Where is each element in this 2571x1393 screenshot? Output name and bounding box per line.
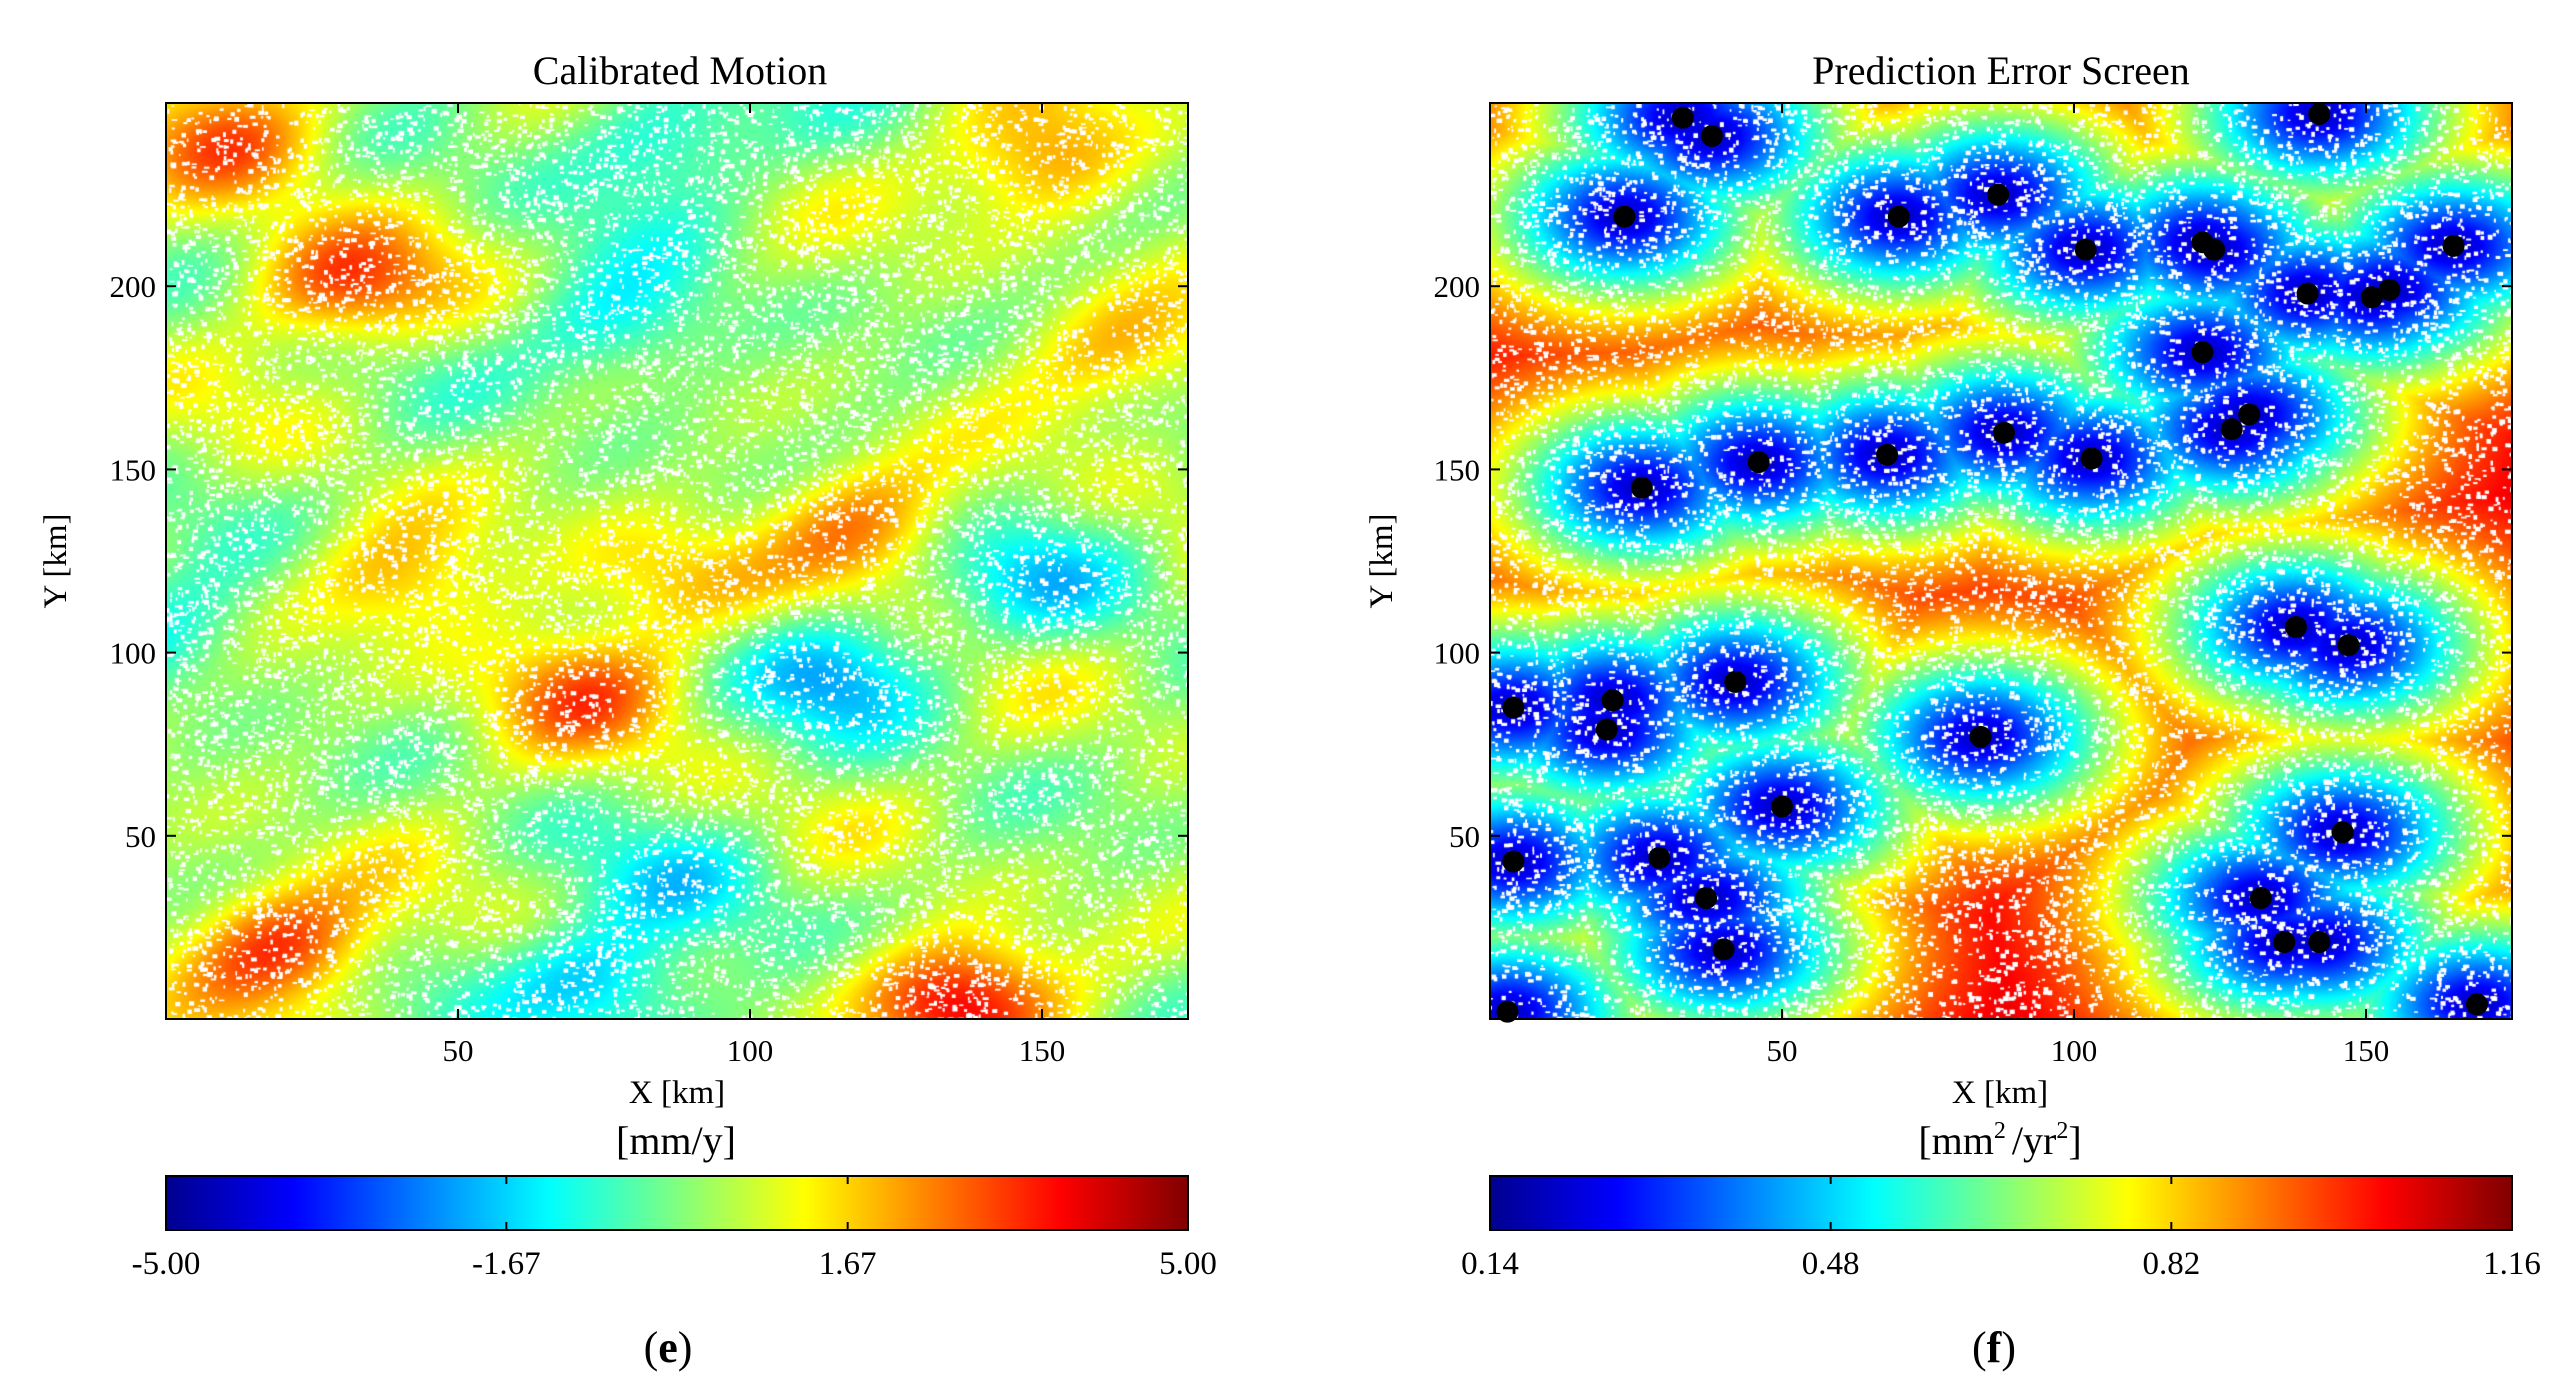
panel-letter: e — [658, 1323, 678, 1372]
y-tick-label: 150 — [110, 452, 157, 487]
heatmap-image — [166, 103, 1188, 1019]
station-point — [1887, 205, 1910, 228]
station-points — [1496, 102, 2488, 1023]
y-tick-label: 100 — [1434, 636, 1481, 671]
unit-superscript: 2 — [2056, 1118, 2068, 1144]
station-point — [1630, 476, 1653, 499]
unit-part: /yr — [2012, 1118, 2056, 1163]
station-point — [1987, 183, 2010, 206]
x-axis-label: X [km] — [1952, 1075, 2048, 1111]
station-point — [2331, 821, 2354, 844]
colorbar-tick-label: -1.67 — [472, 1246, 541, 1282]
x-tick-label: 50 — [443, 1033, 474, 1068]
station-point — [2284, 615, 2307, 638]
x-tick-label: 100 — [727, 1033, 774, 1068]
x-tick-label: 100 — [2051, 1033, 2098, 1068]
y-tick-label: 200 — [1434, 269, 1481, 304]
station-point — [1700, 124, 1723, 147]
station-point — [2074, 238, 2097, 261]
plot-frame — [165, 102, 1189, 1020]
axis-ticks: 50 100 150 50 100 150 200 — [1434, 103, 2512, 1068]
station-point — [1502, 850, 1525, 873]
colorbar-ticks: 0.14 0.48 0.82 1.16 — [1461, 1176, 2541, 1282]
axis-ticks: 50 100 150 50 100 150 200 — [110, 103, 1188, 1068]
unit-superscript: 2 — [1994, 1118, 2006, 1144]
chart-title: Prediction Error Screen — [1812, 48, 2190, 93]
colorbar — [1489, 1175, 2513, 1231]
colorbar-tick-label: -5.00 — [132, 1246, 201, 1282]
x-tick-label: 150 — [2343, 1033, 2390, 1068]
y-tick-label: 200 — [110, 269, 157, 304]
colorbar-tick-label: 1.16 — [2483, 1246, 2541, 1282]
station-point — [1601, 689, 1624, 712]
station-point — [2378, 278, 2401, 301]
station-point — [2296, 282, 2319, 305]
station-point — [2203, 238, 2226, 261]
y-axis-label: Y [km] — [38, 513, 74, 608]
station-point — [1613, 205, 1636, 228]
colorbar-tick-label: 0.82 — [2142, 1246, 2200, 1282]
station-point — [1992, 421, 2015, 444]
y-tick-label: 50 — [125, 819, 156, 854]
station-point — [1648, 846, 1671, 869]
station-point — [2360, 286, 2383, 309]
panel-e: Calibrated Motion 50 100 150 50 100 150 200 X … — [38, 48, 1217, 1372]
x-axis-label: X [km] — [629, 1075, 725, 1111]
panel-letter: f — [1987, 1323, 2003, 1372]
station-point — [2308, 102, 2331, 125]
unit-part: ] — [2068, 1118, 2081, 1163]
station-point — [2465, 993, 2488, 1016]
colorbar — [165, 1175, 1189, 1231]
station-point — [1712, 938, 1735, 961]
station-point — [2337, 634, 2360, 657]
station-point — [1876, 443, 1899, 466]
panel-f: Prediction Error Screen 50 100 150 50 100 150… — [1364, 48, 2541, 1372]
colorbar-tick-label: 0.14 — [1461, 1246, 1519, 1282]
colorbar-tick-label: 0.48 — [1802, 1246, 1860, 1282]
plot-frame — [1489, 102, 2513, 1020]
station-point — [1502, 696, 1525, 719]
colorbar-unit-label: [mm2/yr2] — [1918, 1118, 2081, 1163]
station-point — [1671, 106, 1694, 129]
station-point — [1724, 670, 1747, 693]
colorbar-ticks: -5.00 -1.67 1.67 5.00 — [132, 1176, 1217, 1282]
station-point — [1496, 1000, 1519, 1023]
colorbar-tick-label: 5.00 — [1159, 1246, 1217, 1282]
station-point — [2238, 403, 2261, 426]
colorbar-unit-label: [mm/y] — [616, 1118, 736, 1163]
station-point — [1969, 725, 1992, 748]
station-point — [2191, 341, 2214, 364]
y-tick-label: 50 — [1449, 819, 1480, 854]
station-point — [1747, 451, 1770, 474]
station-point — [1771, 795, 1793, 818]
station-point — [2080, 447, 2103, 470]
unit-part: [mm — [1918, 1118, 1994, 1163]
chart-title: Calibrated Motion — [533, 48, 827, 93]
y-tick-label: 100 — [110, 636, 157, 671]
x-tick-label: 150 — [1019, 1033, 1066, 1068]
station-point — [2249, 887, 2272, 910]
colorbar-tick-label: 1.67 — [819, 1246, 877, 1282]
station-point — [1595, 718, 1618, 741]
panel-label: (e) — [644, 1323, 693, 1372]
y-axis-label: Y [km] — [1364, 513, 1400, 608]
y-tick-label: 150 — [1434, 452, 1481, 487]
station-point — [2308, 931, 2331, 954]
station-point — [1695, 887, 1718, 910]
heatmap-image — [1490, 103, 2512, 1019]
x-tick-label: 50 — [1767, 1033, 1798, 1068]
station-point — [2220, 418, 2243, 441]
station-point — [2442, 234, 2465, 257]
station-point — [2273, 931, 2296, 954]
panel-label: (f) — [1972, 1323, 2016, 1372]
